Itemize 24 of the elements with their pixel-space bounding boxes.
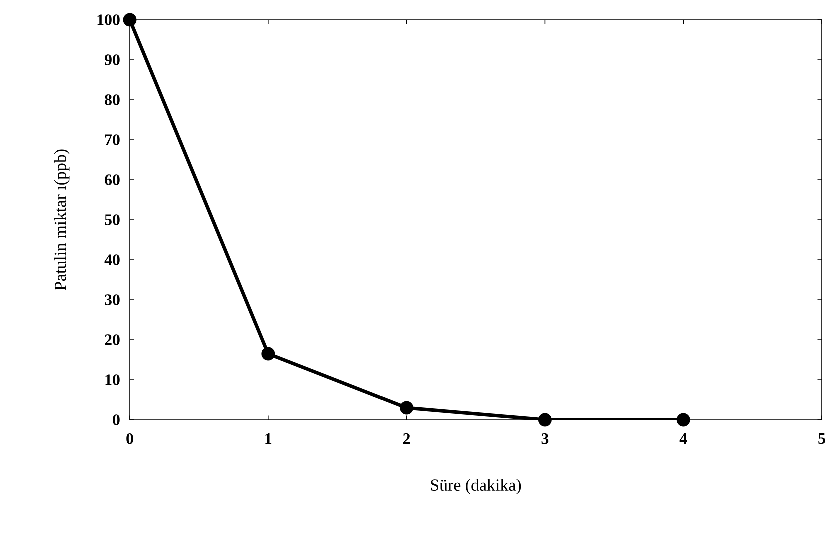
x-axis-title: Süre (dakika) — [431, 479, 522, 494]
y-tick-label: 50 — [105, 214, 120, 226]
y-tick-label: 40 — [104, 254, 120, 266]
point — [123, 13, 137, 27]
y-tick-label: 60 — [105, 174, 120, 186]
y-tick-label: 80 — [105, 94, 120, 106]
x-tick-label: 3 — [542, 434, 549, 444]
x-tick-label: 0 — [126, 434, 134, 444]
point — [676, 413, 690, 427]
x-tick-label: 5 — [818, 434, 826, 444]
x-tick-label: 4 — [680, 434, 688, 444]
x-tick-label: 2 — [403, 434, 410, 444]
y-tick-label: 10 — [106, 374, 120, 386]
y-tick-label: 30 — [105, 294, 120, 306]
point — [262, 347, 276, 361]
y-tick-label: 0 — [113, 414, 120, 426]
y-tick-label: 20 — [105, 334, 120, 346]
x-tick-label: 1 — [266, 434, 272, 444]
point — [538, 413, 552, 427]
point — [400, 401, 414, 415]
y-axis-title: Patulin miktar ı(ppb) — [54, 150, 70, 291]
y-tick-label: 70 — [105, 134, 120, 146]
y-tick-label: 90 — [104, 54, 120, 66]
y-tick-label: 100 — [98, 14, 120, 26]
